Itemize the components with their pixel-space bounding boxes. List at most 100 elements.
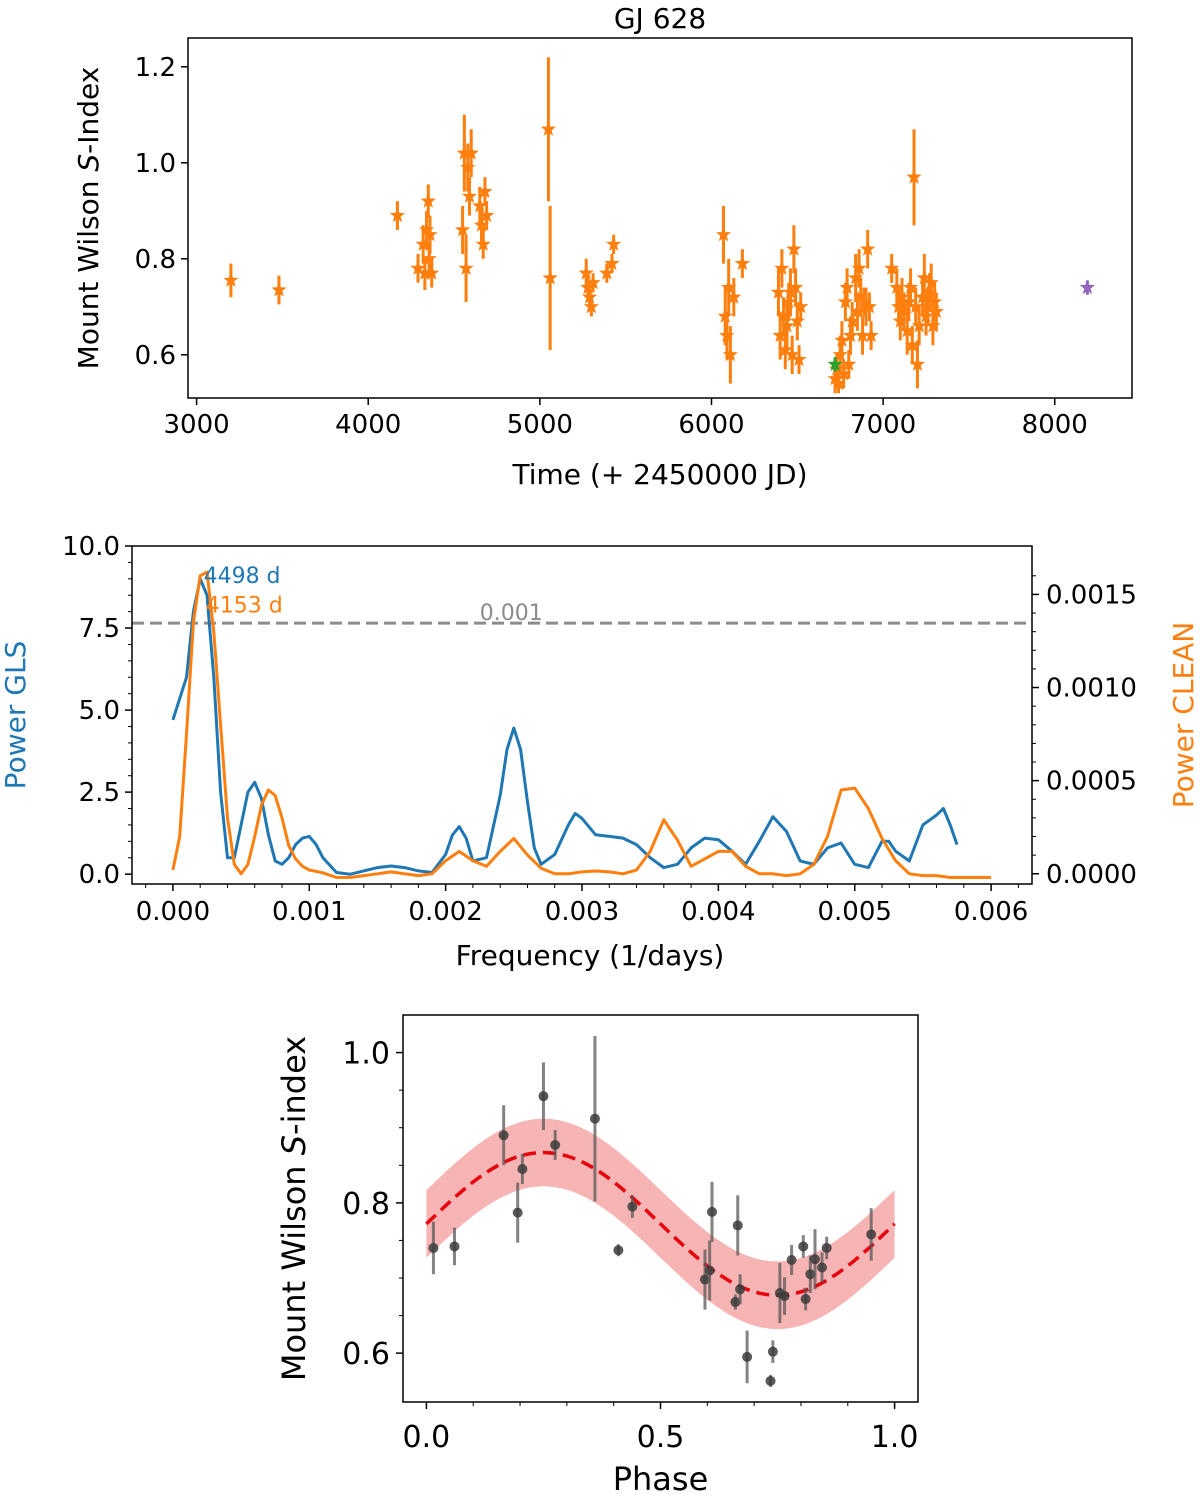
y-tick-label: 0.8 bbox=[342, 1187, 390, 1222]
data-point bbox=[899, 322, 915, 338]
data-point bbox=[722, 346, 738, 362]
x-tick-label: 0.5 bbox=[637, 1420, 685, 1455]
data-point bbox=[1079, 279, 1095, 295]
x-tick-label: 1.0 bbox=[871, 1420, 919, 1455]
data-point bbox=[810, 1254, 820, 1265]
data-point bbox=[889, 279, 905, 295]
panel-time-series: GJ 628 3000 4000 5000 6000 7000 8000 0.6 0.8 1.0 1… bbox=[72, 2, 1133, 491]
x-tick-label: 0.0 bbox=[403, 1420, 451, 1455]
data-point bbox=[915, 289, 931, 304]
data-point bbox=[461, 188, 478, 203]
data-point bbox=[580, 279, 596, 295]
data-point bbox=[472, 198, 488, 213]
y-left-tick-label: 5.0 bbox=[79, 696, 120, 726]
series-purple bbox=[1079, 279, 1095, 295]
data-point bbox=[891, 298, 907, 314]
data-point bbox=[805, 1269, 816, 1280]
y-tick-label: 0.8 bbox=[135, 245, 176, 275]
data-point bbox=[606, 236, 622, 251]
data-point bbox=[830, 375, 847, 391]
data-point bbox=[460, 159, 476, 175]
data-point bbox=[585, 274, 601, 290]
data-point bbox=[582, 289, 598, 304]
data-point bbox=[798, 1241, 809, 1252]
data-point bbox=[928, 303, 944, 319]
data-point bbox=[853, 289, 869, 304]
data-point bbox=[473, 217, 490, 232]
x-tick-label: 0.000 bbox=[136, 897, 210, 927]
y-axis-label-part: -index bbox=[275, 1036, 313, 1135]
data-point bbox=[821, 1242, 832, 1253]
data-point bbox=[421, 250, 437, 266]
y-left-tick-label: 0.0 bbox=[79, 860, 120, 890]
data-point bbox=[498, 1130, 509, 1141]
y-axis-label-part: Mount Wilson bbox=[275, 1155, 313, 1381]
peak-label: 4153 d bbox=[206, 593, 283, 618]
data-point bbox=[589, 1113, 600, 1124]
data-point bbox=[920, 298, 936, 314]
data-point bbox=[726, 289, 742, 304]
x-tick-label: 0.003 bbox=[545, 897, 619, 927]
data-point bbox=[765, 1375, 776, 1386]
data-point bbox=[428, 1242, 439, 1253]
data-point bbox=[627, 1201, 638, 1212]
data-point bbox=[772, 327, 788, 343]
data-point bbox=[721, 279, 737, 295]
y-axis-label-part: -Index bbox=[72, 67, 105, 154]
chart-title: GJ 628 bbox=[614, 2, 706, 35]
series-line-clean bbox=[171, 570, 992, 879]
data-point bbox=[475, 236, 491, 251]
data-point bbox=[389, 207, 405, 223]
x-axis-label: Phase bbox=[613, 1460, 709, 1498]
data-point bbox=[512, 1207, 523, 1218]
data-point bbox=[788, 279, 804, 295]
data-point bbox=[419, 222, 435, 237]
data-point bbox=[837, 294, 853, 309]
data-point bbox=[856, 294, 872, 309]
data-point bbox=[782, 284, 799, 299]
x-tick-label: 0.002 bbox=[408, 897, 482, 927]
data-point bbox=[844, 313, 860, 328]
y-axis-label-part: S bbox=[275, 1135, 313, 1155]
data-point bbox=[896, 303, 912, 319]
y-tick-label: 0.6 bbox=[135, 341, 176, 371]
data-point bbox=[849, 303, 865, 319]
data-point bbox=[860, 241, 876, 256]
x-tick-label: 8000 bbox=[1022, 410, 1088, 440]
data-point bbox=[719, 327, 735, 343]
data-point bbox=[836, 366, 852, 381]
data-point bbox=[767, 1346, 778, 1357]
data-point bbox=[854, 327, 871, 343]
y-left-tick-label: 2.5 bbox=[79, 778, 120, 808]
data-point bbox=[921, 284, 938, 299]
data-point bbox=[542, 270, 558, 285]
data-point bbox=[923, 274, 939, 290]
data-point bbox=[793, 298, 809, 314]
x-tick-label: 6000 bbox=[678, 410, 744, 440]
data-point bbox=[916, 270, 932, 285]
data-point bbox=[911, 318, 927, 333]
data-point bbox=[834, 332, 850, 347]
data-point bbox=[851, 260, 867, 275]
data-point bbox=[449, 1241, 460, 1252]
data-point bbox=[901, 294, 917, 309]
data-point bbox=[735, 1284, 746, 1295]
data-point bbox=[604, 255, 620, 271]
data-point bbox=[477, 183, 493, 199]
data-point bbox=[420, 193, 436, 208]
threshold-label: 0.001 bbox=[480, 601, 543, 626]
data-point bbox=[779, 318, 795, 333]
data-point bbox=[699, 1274, 710, 1285]
x-tick-label: 7000 bbox=[850, 410, 916, 440]
data-point bbox=[223, 272, 239, 287]
y-axis-label: Mount Wilson S-Index bbox=[72, 67, 105, 370]
data-point bbox=[742, 1351, 753, 1362]
data-point bbox=[832, 346, 848, 362]
panel-periodogram: 0.001 4498 d 4153 d 0.000 0.001 0.002 0.003 0.0… bbox=[0, 532, 1200, 972]
data-point bbox=[786, 241, 802, 256]
data-point bbox=[417, 265, 433, 280]
data-point bbox=[800, 1294, 811, 1305]
data-point bbox=[789, 313, 805, 328]
x-axis-label: Frequency (1/days) bbox=[456, 939, 725, 972]
